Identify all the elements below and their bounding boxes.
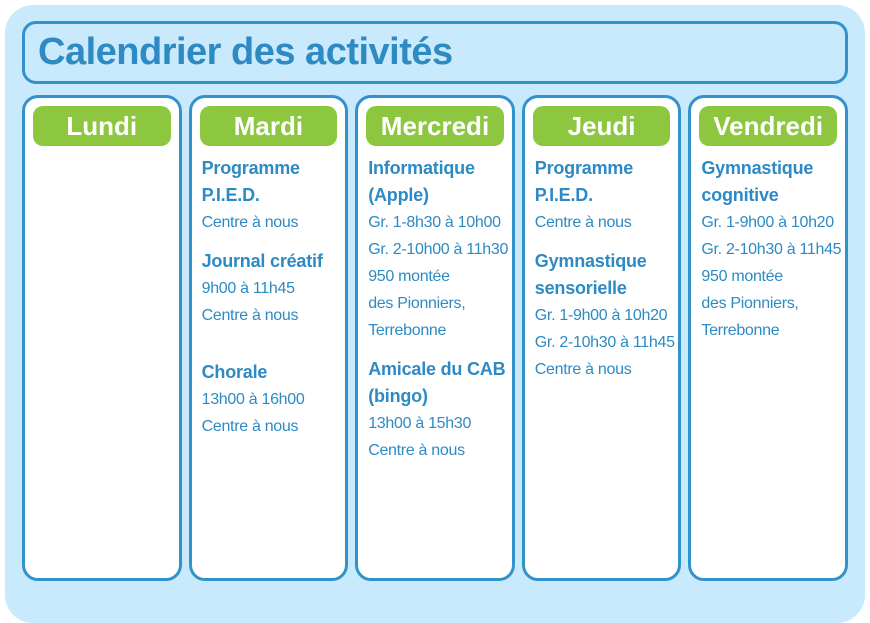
day-header: Mercredi xyxy=(366,106,504,146)
activity-detail-line: des Pionniers, xyxy=(701,295,799,312)
day-header-label: Jeudi xyxy=(567,110,636,141)
calendar-title-box: Calendrier des activités xyxy=(22,21,848,84)
day-content: Gymnastique cognitive Gr. 1-9h00 à 10h20 Gr… xyxy=(699,155,842,344)
activity-detail-line: Centre à nous xyxy=(201,307,299,324)
activity-detail-line: Gr. 1-9h00 à 10h20 xyxy=(701,214,834,231)
activity-detail-line: Centre à nous xyxy=(368,442,465,459)
day-header: Vendredi xyxy=(699,106,837,146)
activity-title: Informatique xyxy=(368,158,475,178)
activity-block: Amicale du CAB (bingo) 13h00 à 15h30 Centre… xyxy=(368,356,506,464)
activity-detail-line: Gr. 1-8h30 à 10h00 xyxy=(368,214,501,231)
day-content: Informatique (Apple) Gr. 1-8h30 à 10h00 Gr.… xyxy=(366,155,509,464)
activity-detail-line: Terrebonne xyxy=(368,322,447,339)
activity-title: sensorielle xyxy=(534,278,627,298)
day-column-mardi: Mardi Programme P.I.E.D. Centre à nous Jour… xyxy=(188,95,349,581)
activity-detail-line: 13h00 à 15h30 xyxy=(368,415,472,432)
activity-detail-line: Centre à nous xyxy=(201,418,299,435)
day-header-label: Vendredi xyxy=(713,110,824,141)
activity-title: Programme xyxy=(534,158,634,178)
activity-detail-line: Centre à nous xyxy=(201,214,299,231)
calendar-card: Calendrier des activités Lundi Mardi Pro… xyxy=(5,5,865,623)
activity-title: P.I.E.D. xyxy=(201,185,260,205)
activity-block: Journal créatif 9h00 à 11h45 Centre à nous xyxy=(202,248,336,329)
day-header: Mardi xyxy=(199,106,338,146)
activity-title: Journal créatif xyxy=(201,251,323,271)
activity-block: Informatique (Apple) Gr. 1-8h30 à 10h00 Gr.… xyxy=(368,155,509,344)
day-header: Lundi xyxy=(33,106,171,146)
activity-block: Gymnastique cognitive Gr. 1-9h00 à 10h20 Gr… xyxy=(701,155,842,344)
activity-title: Programme xyxy=(201,158,300,178)
activity-block: Gymnastique sensorielle Gr. 1-9h00 à 10h20… xyxy=(534,248,675,383)
day-column-mercredi: Mercredi Informatique (Apple) Gr. 1-8h30 à… xyxy=(355,95,515,581)
activity-detail-line: Gr. 2-10h30 à 11h45 xyxy=(701,241,842,258)
activity-detail-line: 9h00 à 11h45 xyxy=(201,280,295,297)
activity-detail-line: Centre à nous xyxy=(534,214,632,231)
day-column-lundi: Lundi xyxy=(22,95,182,581)
activity-block: Chorale 13h00 à 16h00 Centre à nous xyxy=(202,359,336,440)
day-column-vendredi: Vendredi Gymnastique cognitive Gr. 1-9h00 … xyxy=(688,95,848,581)
activity-detail-line: Terrebonne xyxy=(701,322,780,339)
activity-title: Chorale xyxy=(201,362,268,382)
activity-detail-line: Gr. 2-10h30 à 11h45 xyxy=(534,334,675,351)
activity-title: (Apple) xyxy=(368,185,429,205)
day-header: Jeudi xyxy=(532,106,671,146)
activity-detail-line: Gr. 2-10h00 à 11h30 xyxy=(368,241,509,258)
day-content: Programme P.I.E.D. Centre à nous Journal cr… xyxy=(200,155,338,440)
day-column-jeudi: Jeudi Programme P.I.E.D. Centre à nous Gymn… xyxy=(521,95,682,581)
page-title: Calendrier des activités xyxy=(38,31,453,73)
activity-title: Gymnastique xyxy=(701,158,814,178)
activity-detail-line: 13h00 à 16h00 xyxy=(201,391,305,408)
activity-title: Gymnastique xyxy=(534,251,647,271)
days-row: Lundi Mardi Programme P.I.E.D. Centre à no… xyxy=(22,95,848,581)
day-header-label: Mercredi xyxy=(380,110,490,141)
activity-detail-line: des Pionniers, xyxy=(368,295,466,312)
activity-title: P.I.E.D. xyxy=(534,185,593,205)
day-header-label: Lundi xyxy=(66,110,138,141)
day-content: Programme P.I.E.D. Centre à nous Gymnastiqu… xyxy=(533,155,675,383)
activity-title: Amicale du CAB xyxy=(368,359,506,379)
activity-detail-line: Gr. 1-9h00 à 10h20 xyxy=(534,307,668,324)
activity-title: (bingo) xyxy=(368,386,428,406)
activity-block: Programme P.I.E.D. Centre à nous xyxy=(535,155,669,236)
activity-detail-line: 950 montée xyxy=(368,268,450,285)
activity-detail-line: Centre à nous xyxy=(534,361,632,378)
activity-detail-line: 950 montée xyxy=(701,268,783,285)
activity-block: Programme P.I.E.D. Centre à nous xyxy=(202,155,336,236)
activity-title: cognitive xyxy=(701,185,779,205)
day-header-label: Mardi xyxy=(233,110,304,141)
